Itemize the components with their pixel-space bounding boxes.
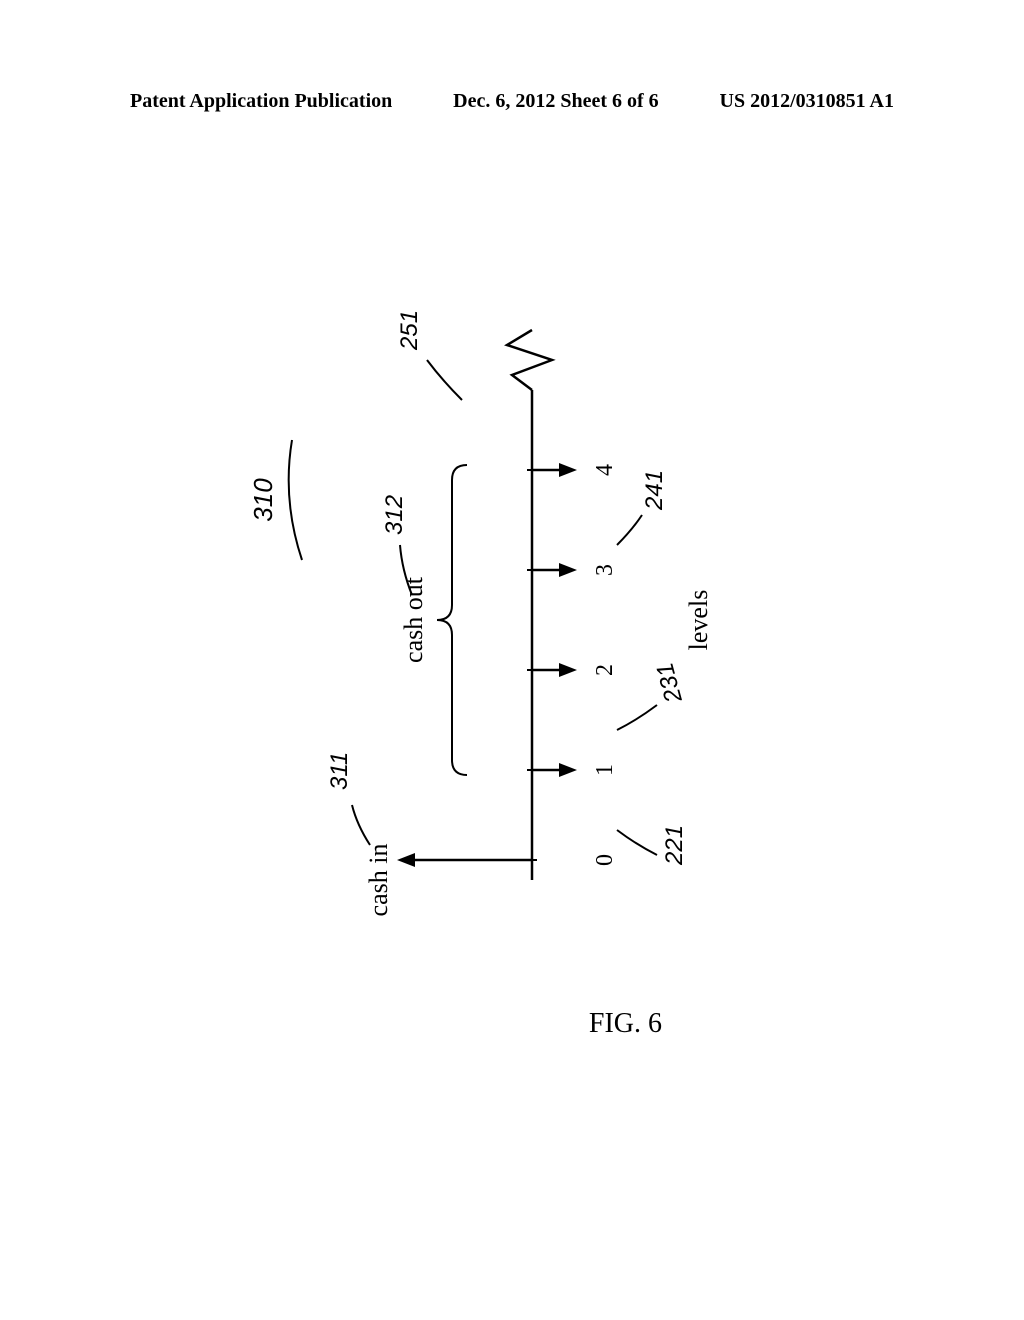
axis-break-mark — [507, 330, 552, 390]
cash-in-label: cash in — [364, 844, 393, 917]
cash-out-arrowhead-1 — [559, 763, 577, 777]
tick-label-0: 0 — [592, 854, 618, 866]
ref-241-leader — [617, 515, 642, 545]
tick-label-2: 2 — [592, 664, 618, 676]
cash-out-label: cash out — [399, 576, 428, 663]
ref-221-leader — [617, 830, 657, 855]
ref-231: 231 — [651, 660, 688, 707]
tick-label-4: 4 — [592, 464, 618, 476]
figure-container: 0 1 2 3 4 levels cash in cash out 310 31… — [162, 250, 862, 1050]
ref-251: 251 — [396, 310, 423, 351]
ref-312: 312 — [381, 495, 408, 535]
levels-label: levels — [684, 590, 713, 651]
ref-241: 241 — [641, 470, 668, 511]
cash-out-arrowhead-4 — [559, 463, 577, 477]
ref-310: 310 — [248, 478, 278, 522]
cash-out-arrowhead-2 — [559, 663, 577, 677]
tick-label-3: 3 — [592, 564, 618, 576]
cashflow-diagram: 0 1 2 3 4 levels cash in cash out 310 31… — [162, 250, 862, 1050]
ref-310-leader — [289, 440, 302, 560]
ref-311: 311 — [326, 752, 353, 790]
ref-251-leader — [427, 360, 462, 400]
header-date-sheet: Dec. 6, 2012 Sheet 6 of 6 — [453, 90, 659, 113]
header-pub-type: Patent Application Publication — [130, 90, 392, 113]
ref-311-leader — [352, 805, 370, 845]
figure-label: FIG. 6 — [589, 1008, 662, 1040]
page-header: Patent Application Publication Dec. 6, 2… — [0, 90, 1024, 113]
tick-label-1: 1 — [592, 764, 618, 776]
cash-out-arrowhead-3 — [559, 563, 577, 577]
ref-221: 221 — [661, 825, 688, 866]
header-pub-number: US 2012/0310851 A1 — [720, 90, 894, 113]
cash-in-arrowhead — [397, 853, 415, 867]
ref-231-leader — [617, 705, 657, 730]
cash-out-bracket — [437, 465, 467, 775]
